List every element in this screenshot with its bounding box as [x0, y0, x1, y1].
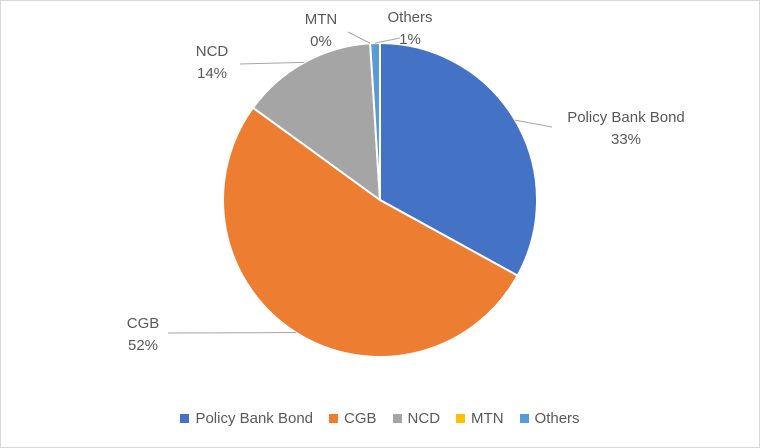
label-mtn-value: 0% — [310, 33, 332, 50]
legend-swatch-policy-bank-bond — [180, 413, 190, 423]
legend-label-cgb: CGB — [344, 409, 377, 427]
leader-line-ncd — [239, 61, 305, 65]
label-policy-bank-bond-name: Policy Bank Bond — [567, 109, 685, 126]
legend-swatch-ncd — [392, 413, 402, 423]
pie-slices — [222, 41, 538, 358]
label-policy-bank-bond-value: 33% — [611, 131, 641, 148]
leader-line-policy-bank-bond — [515, 119, 553, 128]
pie-slice-policy-bank-bond — [379, 41, 538, 277]
label-others-name: Others — [387, 9, 432, 26]
legend-swatch-mtn — [456, 413, 466, 423]
legend-item-mtn: MTN — [456, 410, 504, 427]
label-ncd-value: 14% — [197, 65, 227, 82]
label-ncd-name: NCD — [196, 43, 229, 60]
legend-label-others: Others — [534, 409, 580, 427]
legend-label-mtn: MTN — [471, 409, 504, 427]
leader-line-others — [374, 37, 401, 44]
legend-swatch-cgb — [329, 413, 339, 423]
label-cgb-value: 52% — [128, 337, 158, 354]
legend-item-others: Others — [519, 409, 580, 427]
legend-item-ncd: NCD — [392, 409, 441, 427]
label-others-value: 1% — [399, 31, 421, 48]
label-mtn-name: MTN — [305, 11, 338, 28]
label-cgb-name: CGB — [127, 315, 160, 332]
legend: Policy Bank Bond CGB NCD MTN Others — [0, 406, 760, 430]
legend-label-ncd: NCD — [407, 409, 441, 427]
legend-item-cgb: CGB — [329, 410, 377, 427]
leader-lines — [167, 31, 553, 334]
legend-label-policy-bank-bond: Policy Bank Bond — [195, 409, 314, 427]
leader-line-mtn — [347, 31, 371, 44]
legend-swatch-others — [519, 413, 529, 423]
legend-item-policy-bank-bond: Policy Bank Bond — [180, 410, 313, 427]
